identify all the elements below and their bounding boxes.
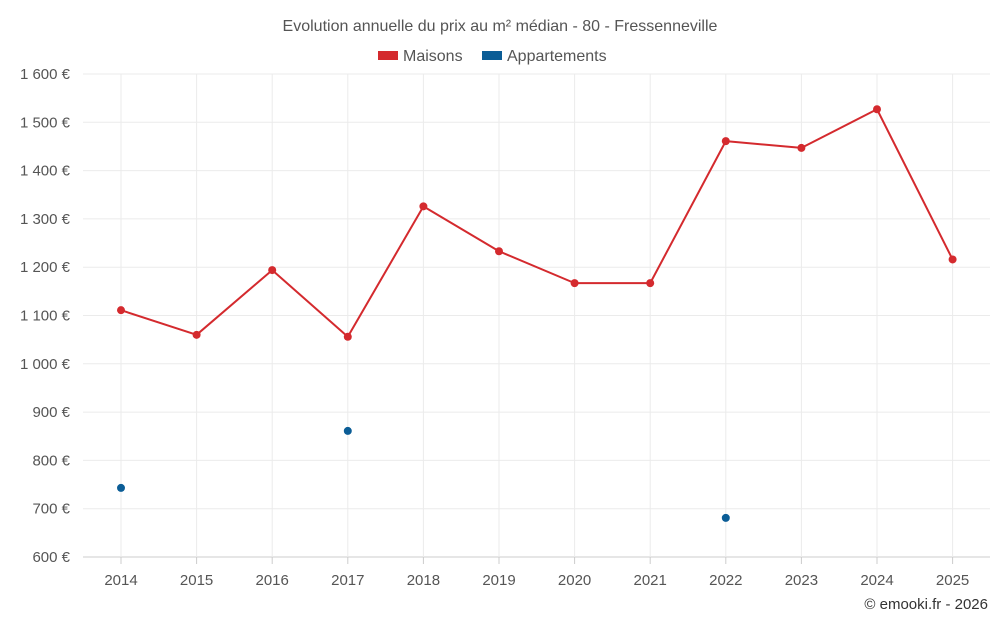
x-tick-label: 2014: [104, 572, 137, 589]
series: [117, 105, 957, 522]
x-axis: 2014 2015 2016 2017 2018 2019 2020 2021 2022 2023…: [104, 557, 969, 589]
data-point[interactable]: [419, 202, 428, 211]
data-point[interactable]: [117, 306, 125, 315]
series-maisons: [117, 105, 957, 341]
series-appartements: [117, 426, 730, 522]
y-tick-label: 1 500 €: [20, 114, 71, 131]
data-point[interactable]: [721, 513, 730, 522]
y-tick-label: 1 000 €: [20, 356, 71, 373]
data-point[interactable]: [948, 255, 957, 264]
data-point[interactable]: [343, 332, 352, 341]
x-tick-label: 2019: [482, 572, 515, 589]
y-tick-label: 800 €: [32, 452, 70, 469]
data-point[interactable]: [570, 279, 579, 288]
x-tick-label: 2022: [709, 572, 742, 589]
y-tick-label: 900 €: [32, 404, 70, 421]
y-tick-label: 1 100 €: [20, 308, 71, 325]
y-tick-label: 1 200 €: [20, 259, 71, 276]
x-tick-label: 2024: [860, 572, 893, 589]
data-point[interactable]: [495, 247, 503, 256]
data-point[interactable]: [646, 279, 655, 288]
legend-swatch-maisons: [378, 51, 398, 60]
data-point[interactable]: [117, 483, 125, 492]
x-tick-label: 2016: [256, 572, 289, 589]
y-tick-label: 600 €: [32, 549, 70, 566]
x-tick-label: 2023: [785, 572, 818, 589]
data-point[interactable]: [268, 266, 277, 275]
data-point[interactable]: [192, 330, 201, 339]
series-line: [120, 108, 954, 338]
data-point[interactable]: [721, 137, 730, 146]
x-tick-label: 2015: [180, 572, 213, 589]
legend-label-maisons[interactable]: Maisons: [403, 48, 463, 65]
legend-swatch-appartements: [482, 51, 502, 60]
credit-text: © emooki.fr - 2026: [864, 596, 988, 613]
y-axis: 600 € 700 € 800 € 900 € 1 000 € 1 100 € 1 200 …: [20, 66, 71, 566]
legend: Maisons Appartements: [378, 48, 607, 65]
x-tick-label: 2018: [407, 572, 440, 589]
data-point[interactable]: [343, 426, 352, 435]
chart-title: Evolution annuelle du prix au m² médian …: [283, 18, 718, 35]
data-point[interactable]: [797, 143, 806, 152]
grid: [83, 73, 990, 558]
y-tick-label: 700 €: [32, 501, 70, 518]
x-tick-label: 2017: [331, 572, 364, 589]
x-tick-label: 2020: [558, 572, 591, 589]
y-tick-label: 1 600 €: [20, 66, 71, 83]
x-tick-label: 2021: [634, 572, 667, 589]
legend-label-appartements[interactable]: Appartements: [507, 48, 607, 65]
y-tick-label: 1 300 €: [20, 211, 71, 228]
x-tick-label: 2025: [936, 572, 969, 589]
data-point[interactable]: [873, 105, 881, 114]
y-tick-label: 1 400 €: [20, 163, 71, 180]
